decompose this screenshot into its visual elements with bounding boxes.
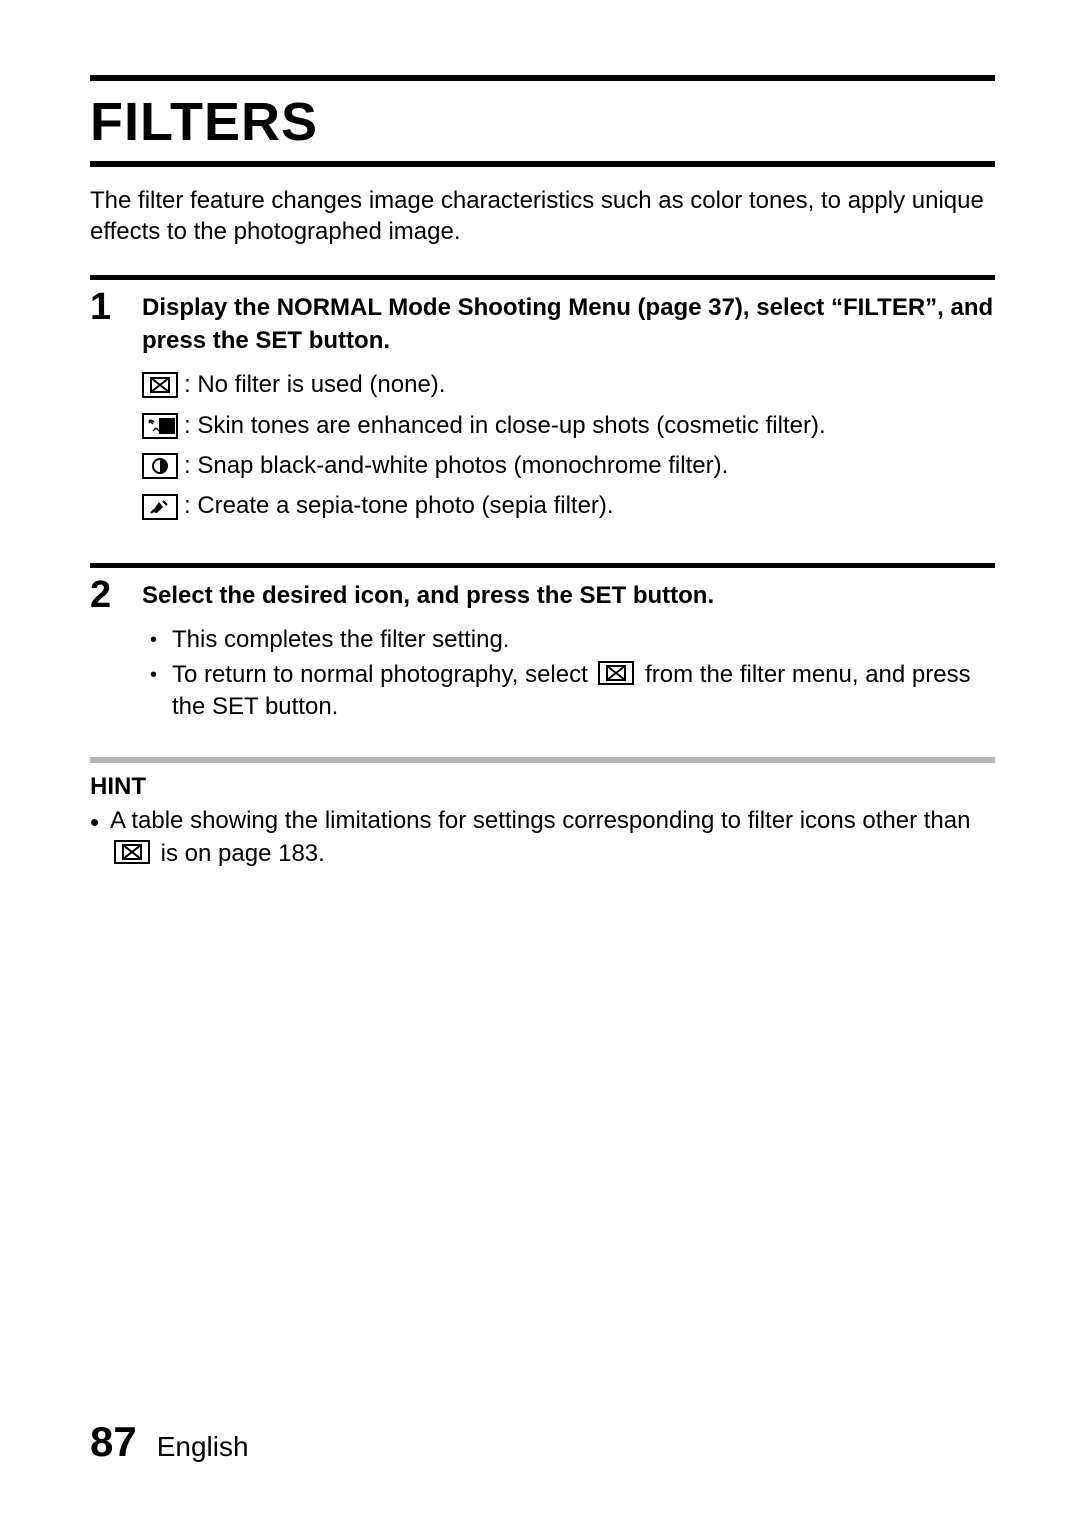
- filter-mono-text: : Snap black-and-white photos (monochrom…: [184, 450, 728, 482]
- no-filter-icon: [142, 372, 178, 398]
- step-1-heading: Display the NORMAL Mode Shooting Menu (p…: [142, 292, 995, 357]
- step1-rule: [90, 275, 995, 280]
- page-number: 87: [90, 1418, 137, 1466]
- title-rule-top: [90, 75, 995, 81]
- page-footer: 87 English: [90, 1418, 249, 1466]
- step-2: 2 Select the desired icon, and press the…: [90, 576, 995, 726]
- no-filter-icon-inline: [598, 661, 634, 685]
- filter-none-text: : No filter is used (none).: [184, 369, 445, 401]
- hint-title: HINT: [90, 773, 995, 801]
- step-2-b2-a: To return to normal photography, select: [172, 661, 594, 688]
- filter-row-cosmetic: : Skin tones are enhanced in close-up sh…: [142, 410, 995, 442]
- filter-row-none: : No filter is used (none).: [142, 369, 995, 401]
- filter-cosmetic-text: : Skin tones are enhanced in close-up sh…: [184, 410, 826, 442]
- hint-text-a: A table showing the limitations for sett…: [110, 807, 970, 834]
- title-rule-bottom: [90, 161, 995, 167]
- sepia-filter-icon: [142, 494, 178, 520]
- step-2-bullet-2: To return to normal photography, select …: [172, 659, 995, 724]
- page-language: English: [157, 1431, 249, 1463]
- filter-row-mono: : Snap black-and-white photos (monochrom…: [142, 450, 995, 482]
- step-2-number: 2: [90, 576, 126, 614]
- hint-body: A table showing the limitations for sett…: [90, 805, 995, 870]
- filter-icon-list: : No filter is used (none).: [142, 369, 995, 523]
- filter-sepia-text: : Create a sepia-tone photo (sepia filte…: [184, 490, 614, 522]
- step-1: 1 Display the NORMAL Mode Shooting Menu …: [90, 288, 995, 530]
- step-2-bullets: This completes the filter setting. To re…: [142, 624, 995, 723]
- page-title: FILTERS: [90, 91, 995, 153]
- step-2-bullet-1: This completes the filter setting.: [172, 624, 995, 656]
- cosmetic-filter-icon: [142, 413, 178, 439]
- step2-rule: [90, 563, 995, 568]
- step-2-heading: Select the desired icon, and press the S…: [142, 580, 995, 612]
- hint-rule: [90, 757, 995, 763]
- step-1-number: 1: [90, 288, 126, 326]
- step-1-body: Display the NORMAL Mode Shooting Menu (p…: [142, 288, 995, 530]
- filter-row-sepia: : Create a sepia-tone photo (sepia filte…: [142, 490, 995, 522]
- hint-text-b: is on page 183.: [161, 840, 325, 867]
- manual-page: FILTERS The filter feature changes image…: [0, 0, 1080, 870]
- step-2-body: Select the desired icon, and press the S…: [142, 576, 995, 726]
- intro-text: The filter feature changes image charact…: [90, 185, 995, 247]
- no-filter-icon-inline-2: [114, 840, 150, 864]
- monochrome-filter-icon: [142, 453, 178, 479]
